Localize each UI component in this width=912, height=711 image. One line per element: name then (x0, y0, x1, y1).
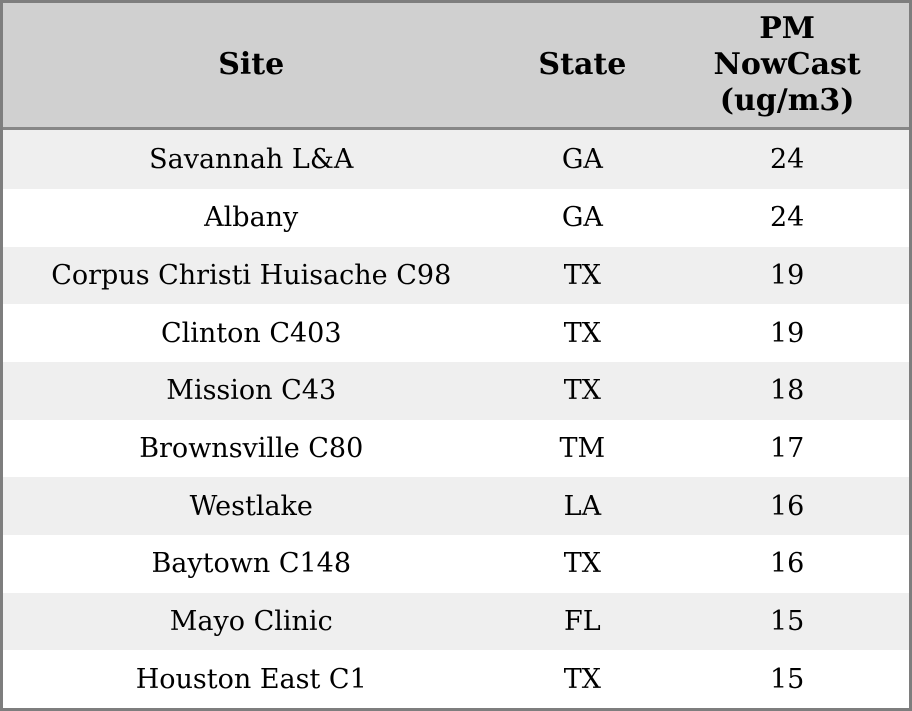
header-pm-nowcast: PM NowCast (ug/m3) (665, 3, 909, 130)
pm-value-cell: 19 (769, 317, 805, 349)
site-cell: Corpus Christi Huisache C98 (51, 259, 452, 291)
pm-value-cell: 17 (769, 432, 805, 464)
state-cell: FL (564, 605, 601, 637)
pm-value-cell: 18 (769, 375, 805, 407)
state-cell: TX (563, 317, 601, 349)
table-row: Brownsville C80 TM 17 (3, 419, 909, 478)
table-row: Baytown C148 TX 16 (3, 534, 909, 593)
header-state: State (499, 3, 666, 130)
table-row: Corpus Christi Huisache C98 TX 19 (3, 246, 909, 305)
table-row: Savannah L&A GA 24 (3, 128, 909, 189)
header-row: Site State PM NowCast (ug/m3) (3, 3, 909, 130)
site-cell: Mission C43 (166, 375, 337, 407)
site-cell: Brownsville C80 (139, 432, 364, 464)
state-cell: TX (563, 548, 601, 580)
pm-value-cell: 19 (769, 259, 805, 291)
header-site: Site (3, 3, 500, 130)
table-row: Clinton C403 TX 19 (3, 304, 909, 362)
pm-value-cell: 16 (769, 490, 805, 522)
site-cell: Albany (204, 202, 299, 234)
site-cell: Clinton C403 (160, 317, 342, 349)
site-cell: Mayo Clinic (169, 605, 333, 637)
state-cell: TM (559, 432, 606, 464)
state-cell: LA (563, 490, 602, 522)
pm-value-cell: 15 (769, 663, 805, 695)
site-cell: Westlake (189, 490, 313, 522)
table-row: Mission C43 TX 18 (3, 361, 909, 420)
state-cell: TX (563, 259, 601, 291)
site-cell: Baytown C148 (151, 548, 352, 580)
pm-value-cell: 16 (769, 548, 805, 580)
state-cell: TX (563, 663, 601, 695)
pm-value-cell: 24 (769, 202, 805, 234)
pm-nowcast-table: Site State PM NowCast (ug/m3) Savannah L… (3, 3, 909, 708)
table-row: Houston East C1 TX 15 (3, 650, 909, 708)
table-row: Westlake LA 16 (3, 477, 909, 535)
pm-value-cell: 15 (769, 605, 805, 637)
table-row: Albany GA 24 (3, 188, 909, 247)
pm-value-cell: 24 (769, 143, 805, 175)
state-cell: GA (561, 143, 603, 175)
table-header: Site State PM NowCast (ug/m3) (3, 3, 909, 130)
table-body: Savannah L&A GA 24 Albany GA 24 Corpus C… (3, 128, 909, 708)
table-row: Mayo Clinic FL 15 (3, 592, 909, 651)
site-cell: Houston East C1 (135, 663, 367, 695)
state-cell: GA (561, 202, 603, 234)
site-cell: Savannah L&A (149, 143, 354, 175)
state-cell: TX (563, 375, 601, 407)
